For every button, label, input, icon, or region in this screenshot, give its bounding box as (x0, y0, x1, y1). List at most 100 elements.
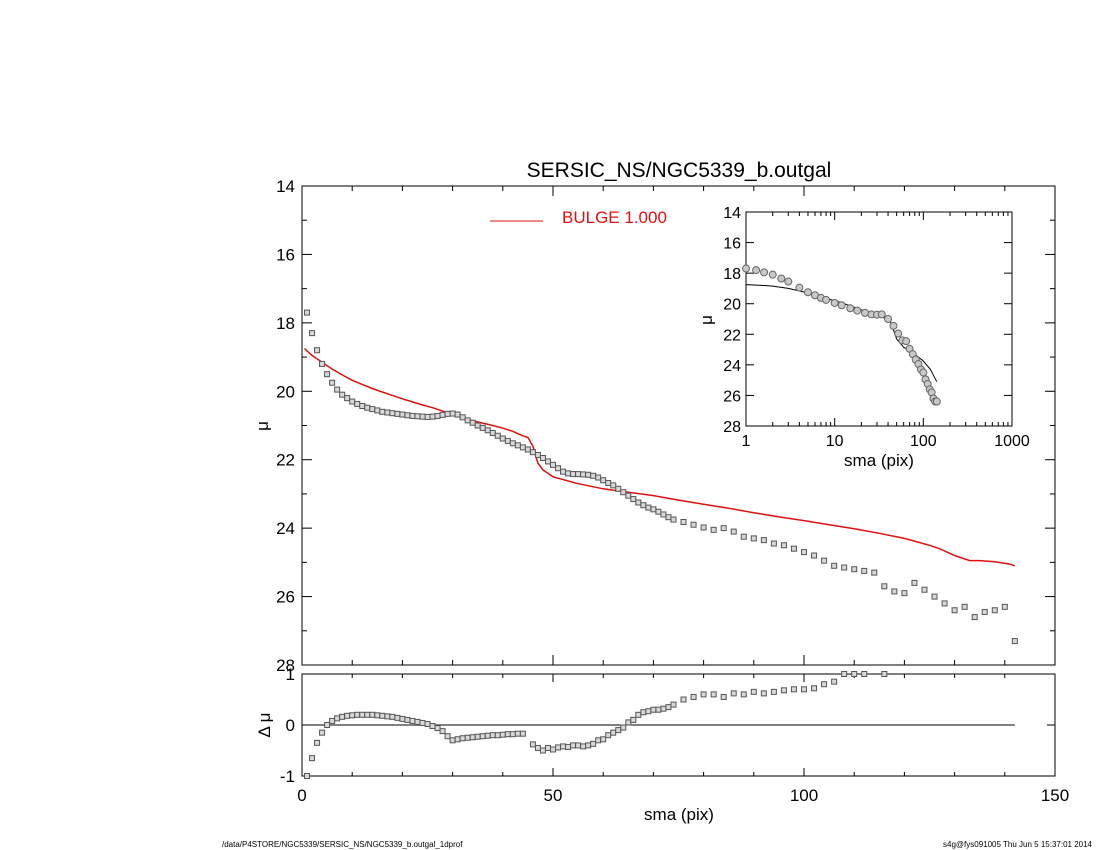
inset-y-tick-label: 14 (723, 205, 741, 222)
residual-y-label: Δ μ (255, 713, 274, 738)
inset-plot-frame (745, 211, 1013, 427)
residual-point (464, 734, 471, 741)
residual-point (670, 701, 677, 708)
residual-point (504, 731, 511, 738)
residual-point (494, 732, 501, 739)
data-point (851, 566, 858, 573)
inset-data-point (822, 295, 831, 304)
data-point (841, 564, 848, 571)
data-point (971, 614, 978, 621)
data-point (444, 410, 451, 417)
data-point (700, 524, 707, 531)
data-point (595, 474, 602, 481)
residual-point (780, 687, 787, 694)
residual-point (851, 671, 858, 677)
data-point (499, 435, 506, 442)
data-point (544, 458, 551, 465)
residual-point (419, 719, 426, 726)
data-point (514, 442, 521, 449)
residual-point (444, 733, 451, 740)
residual-point (434, 725, 441, 732)
data-point (620, 489, 627, 496)
main-y-tick-label: 20 (276, 382, 295, 401)
residual-point (389, 713, 396, 720)
data-point (861, 567, 868, 574)
main-y-tick-label: 26 (276, 588, 295, 607)
data-point (951, 607, 958, 614)
residual-point (625, 719, 632, 726)
data-point (871, 569, 878, 576)
inset-data-point (877, 310, 886, 319)
data-point (610, 482, 617, 489)
data-point (459, 414, 466, 421)
data-point (615, 485, 622, 492)
residual-point (585, 742, 592, 749)
data-point (645, 504, 652, 511)
residual-point (790, 686, 797, 693)
residual-point (324, 722, 331, 728)
data-point (650, 506, 657, 513)
inset-data-point (760, 268, 769, 277)
data-point (1001, 603, 1008, 610)
residual-point (514, 730, 521, 737)
data-point (680, 518, 687, 525)
inset-ticks: 1 10 100 1000 14 16 18 20 22 24 26 28 (723, 205, 1030, 450)
residual-point (610, 729, 617, 736)
data-point (494, 432, 501, 439)
data-point (780, 542, 787, 549)
residual-point (690, 693, 697, 700)
data-point (399, 411, 406, 418)
data-point (921, 586, 928, 593)
data-point (469, 419, 476, 426)
data-point (314, 347, 321, 354)
data-point (354, 400, 361, 407)
residual-point (700, 691, 707, 698)
data-point (670, 516, 677, 523)
residual-point (469, 734, 476, 741)
footer-timestamp: s4g@fys091005 Thu Jun 5 15:37:01 2014 (943, 840, 1093, 849)
data-point (981, 608, 988, 615)
residual-point (555, 744, 562, 751)
residual-point (349, 712, 356, 719)
data-point (811, 552, 818, 559)
inset-data-point (768, 270, 777, 279)
residual-point (645, 708, 652, 715)
data-point (409, 412, 416, 419)
residual-point (680, 696, 687, 703)
residual-point (590, 740, 597, 747)
residual-point (710, 691, 717, 698)
inset-data-point (830, 298, 839, 307)
bulge-model-curve (303, 347, 1016, 567)
inset-data-point (777, 274, 786, 283)
residual-point (529, 741, 536, 748)
data-point (339, 391, 346, 398)
data-point (414, 413, 421, 420)
residual-point (334, 715, 341, 722)
residual-point (811, 685, 818, 692)
residual-point (459, 735, 466, 742)
residual-point (570, 742, 577, 749)
data-point (334, 386, 341, 393)
data-point (575, 471, 582, 478)
residual-point (519, 730, 526, 737)
residual-y-tick-label: 0 (286, 716, 295, 735)
data-point (319, 360, 326, 367)
inset-x-tick-label: 1 (742, 433, 751, 450)
residual-point (881, 671, 888, 677)
inset-data-point (803, 288, 812, 297)
inset-y-tick-label: 28 (723, 419, 741, 436)
residual-point (544, 744, 551, 751)
data-point (590, 472, 597, 479)
data-point (901, 590, 908, 597)
data-point (560, 468, 567, 475)
data-point (359, 402, 366, 409)
residual-y-tick-label: 1 (286, 665, 295, 684)
data-point (434, 412, 441, 419)
residual-point (509, 731, 516, 738)
residual-point (730, 690, 737, 697)
data-point (324, 371, 331, 378)
data-point (529, 449, 536, 456)
main-y-tick-label: 18 (276, 314, 295, 333)
data-point (424, 413, 431, 420)
data-point (329, 379, 336, 386)
